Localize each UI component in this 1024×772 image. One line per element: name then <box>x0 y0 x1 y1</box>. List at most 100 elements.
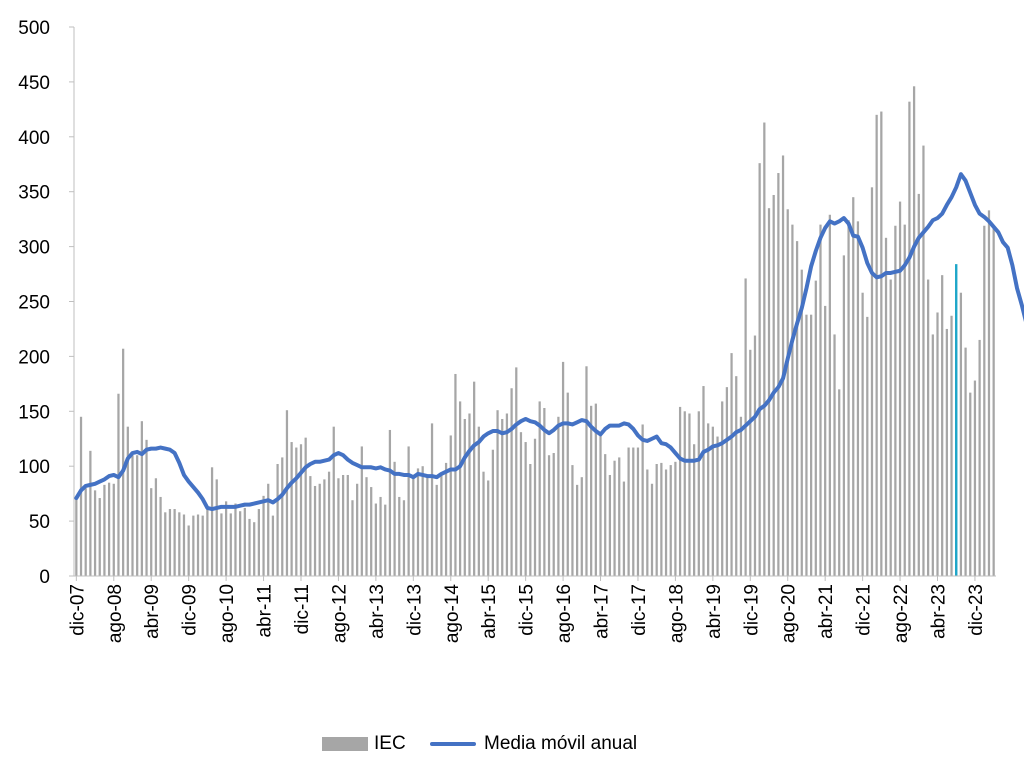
bar <box>917 193 920 576</box>
bar <box>810 314 813 576</box>
bar <box>365 477 368 576</box>
line-series-media-movil-anual <box>74 172 1024 512</box>
bar <box>150 488 153 576</box>
bar <box>224 501 228 576</box>
bar <box>229 513 232 576</box>
bar <box>75 499 78 576</box>
bar <box>636 447 640 576</box>
bar <box>360 446 363 576</box>
bar <box>543 408 546 576</box>
bar <box>683 411 686 576</box>
bar <box>912 86 916 577</box>
bar <box>627 447 630 576</box>
y-tick-label: 500 <box>18 18 50 39</box>
y-tick-label: 450 <box>18 73 50 94</box>
bar <box>374 503 377 576</box>
bar <box>164 512 167 576</box>
bar <box>870 187 874 577</box>
bar <box>430 423 434 576</box>
bar <box>206 507 209 576</box>
bar <box>604 454 607 576</box>
bar <box>781 155 785 576</box>
bar <box>341 474 345 576</box>
bar <box>702 386 705 576</box>
bar <box>945 328 948 576</box>
bar <box>93 490 97 576</box>
x-axis: dic-07 ago-08 abr-09 dic-09 ago-10 abr-11 dic-… <box>67 575 996 644</box>
bar <box>842 255 846 576</box>
bar <box>103 484 106 576</box>
bar <box>267 483 270 576</box>
bar <box>243 507 246 576</box>
bar <box>122 348 125 576</box>
bar <box>547 455 551 576</box>
bar <box>529 464 532 576</box>
bar <box>454 373 457 576</box>
bar <box>964 347 967 576</box>
x-tick-label: dic-21 <box>854 584 875 636</box>
legend-bar-swatch <box>322 737 368 751</box>
bar <box>192 515 195 576</box>
x-tick-label: ago-10 <box>217 584 238 643</box>
bar <box>978 339 981 576</box>
bar <box>922 145 925 577</box>
x-tick-label: ago-14 <box>442 584 463 644</box>
bar <box>889 279 892 576</box>
bar <box>407 446 410 576</box>
bar <box>89 450 92 576</box>
bar <box>688 413 691 576</box>
x-tick-label: abr-15 <box>479 584 500 639</box>
bar <box>435 484 438 576</box>
bar <box>894 225 897 576</box>
bar <box>969 392 972 576</box>
bar <box>501 418 504 576</box>
bar <box>571 465 574 576</box>
bar <box>271 515 275 576</box>
bar <box>112 483 115 576</box>
bar <box>196 514 200 576</box>
bar <box>398 496 401 576</box>
bar <box>356 483 359 576</box>
bar <box>716 436 719 576</box>
bar <box>239 511 242 576</box>
bar <box>440 472 443 576</box>
bar <box>763 122 766 576</box>
bar <box>674 461 677 576</box>
bar <box>800 269 803 576</box>
bar <box>412 477 415 576</box>
bar <box>510 388 513 576</box>
bar <box>767 208 771 577</box>
x-tick-label: dic-15 <box>517 584 538 636</box>
bar <box>220 513 223 576</box>
bar <box>313 485 317 576</box>
bar <box>903 224 906 576</box>
bar <box>154 478 158 576</box>
bar <box>898 201 902 576</box>
bar <box>449 435 452 576</box>
x-tick-label: ago-20 <box>779 584 800 643</box>
bar <box>295 447 298 576</box>
x-tick-label: dic-13 <box>404 584 425 636</box>
bar <box>613 460 616 576</box>
bar <box>458 401 462 576</box>
bar <box>473 381 476 576</box>
y-tick-label: 100 <box>18 457 50 478</box>
bar <box>622 481 626 576</box>
bar <box>721 401 724 576</box>
bar <box>646 469 649 576</box>
bar <box>505 413 509 576</box>
bar <box>650 483 654 576</box>
y-tick-label: 0 <box>39 567 50 588</box>
bar <box>84 488 87 576</box>
bar <box>468 413 471 576</box>
bar <box>482 471 485 576</box>
bar <box>697 411 700 576</box>
bar <box>496 410 499 576</box>
bar <box>402 500 406 576</box>
bar <box>248 518 251 576</box>
y-tick-label: 200 <box>18 347 50 368</box>
bar <box>566 392 569 576</box>
bar <box>585 366 588 576</box>
bar <box>669 465 672 576</box>
bar <box>552 453 555 576</box>
